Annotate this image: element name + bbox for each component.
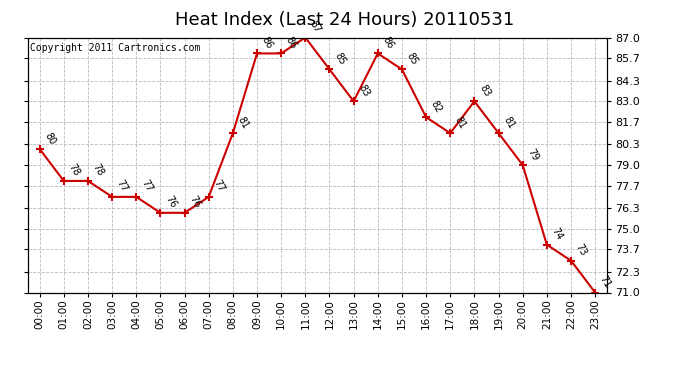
Text: 85: 85 [333, 51, 347, 67]
Text: 78: 78 [67, 162, 81, 178]
Text: 76: 76 [188, 194, 202, 210]
Text: Heat Index (Last 24 Hours) 20110531: Heat Index (Last 24 Hours) 20110531 [175, 11, 515, 29]
Text: Copyright 2011 Cartronics.com: Copyright 2011 Cartronics.com [30, 43, 201, 52]
Text: 79: 79 [526, 147, 540, 162]
Text: 74: 74 [550, 226, 564, 242]
Text: 73: 73 [574, 242, 589, 258]
Text: 76: 76 [164, 194, 178, 210]
Text: 77: 77 [139, 178, 154, 194]
Text: 81: 81 [236, 115, 250, 130]
Text: 78: 78 [91, 162, 106, 178]
Text: 77: 77 [115, 178, 130, 194]
Text: 71: 71 [598, 274, 613, 290]
Text: 77: 77 [212, 178, 226, 194]
Text: 86: 86 [381, 35, 395, 51]
Text: 81: 81 [502, 115, 516, 130]
Text: 80: 80 [43, 130, 57, 146]
Text: 82: 82 [429, 99, 444, 114]
Text: 83: 83 [477, 83, 492, 99]
Text: 85: 85 [405, 51, 420, 67]
Text: 86: 86 [260, 35, 275, 51]
Text: 83: 83 [357, 83, 371, 99]
Text: 87: 87 [308, 19, 323, 35]
Text: 81: 81 [453, 115, 468, 130]
Text: 86: 86 [284, 35, 299, 51]
